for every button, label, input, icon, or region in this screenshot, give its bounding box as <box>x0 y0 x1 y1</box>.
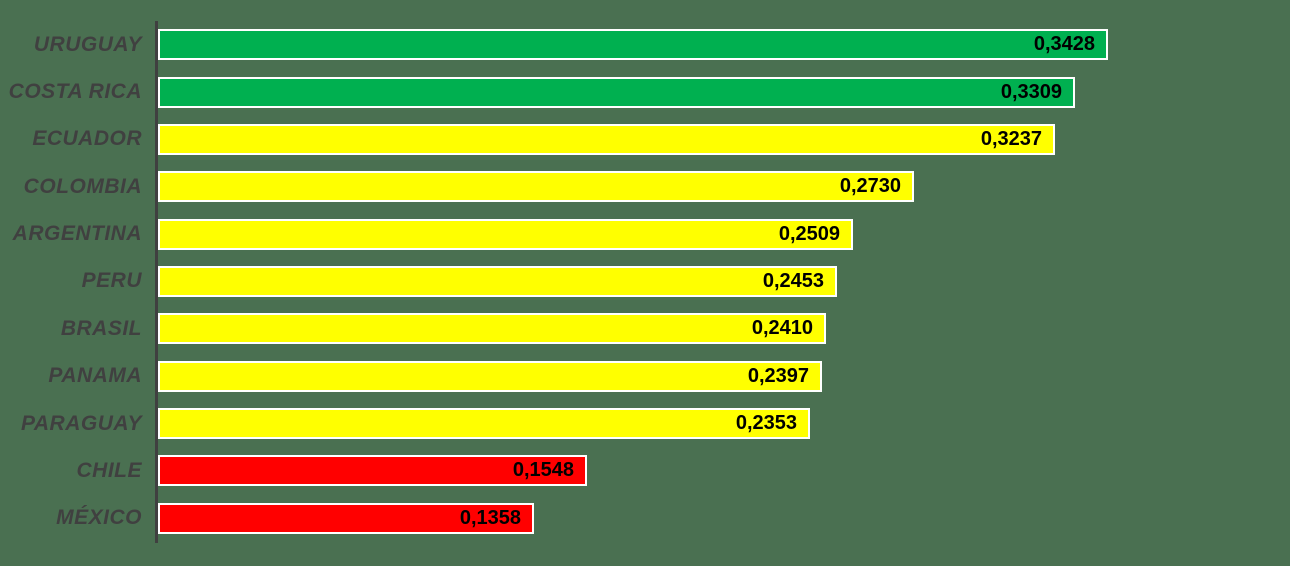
bar-row: ARGENTINA 0,2509 <box>0 210 1290 257</box>
value-label: 0,2397 <box>747 364 809 387</box>
value-label: 0,2353 <box>735 412 797 435</box>
bar-row: PARAGUAY 0,2353 <box>0 400 1290 447</box>
bar-row: PANAMA 0,2397 <box>0 353 1290 400</box>
category-label: PANAMA <box>48 364 142 388</box>
bar: 0,3237 <box>158 123 1055 155</box>
bar: 0,2453 <box>158 265 837 297</box>
bar: 0,2730 <box>158 171 914 203</box>
bar-row: URUGUAY 0,3428 <box>0 21 1290 68</box>
value-label: 0,2410 <box>751 317 813 340</box>
category-label: URUGUAY <box>33 32 142 56</box>
category-label: COSTA RICA <box>8 80 142 104</box>
bar: 0,3309 <box>158 76 1075 108</box>
bar-row: PERU 0,2453 <box>0 258 1290 305</box>
bar: 0,1548 <box>158 455 587 487</box>
category-label: COLOMBIA <box>23 174 142 198</box>
bar: 0,2509 <box>158 218 853 250</box>
value-label: 0,3237 <box>980 127 1042 150</box>
category-label: PERU <box>81 269 142 293</box>
category-label: MÉXICO <box>56 506 142 530</box>
value-label: 0,2509 <box>778 222 840 245</box>
value-label: 0,3428 <box>1033 33 1095 56</box>
bar-row: BRASIL 0,2410 <box>0 305 1290 352</box>
bar-row: COLOMBIA 0,2730 <box>0 163 1290 210</box>
category-label: PARAGUAY <box>20 411 142 435</box>
bar-row: COSTA RICA 0,3309 <box>0 68 1290 115</box>
bar: 0,2397 <box>158 360 822 392</box>
category-label: ECUADOR <box>32 127 142 151</box>
category-label: BRASIL <box>60 316 142 340</box>
bar-row: ECUADOR 0,3237 <box>0 116 1290 163</box>
bar: 0,3428 <box>158 29 1108 61</box>
bar: 0,2353 <box>158 408 810 440</box>
y-axis-line <box>155 21 158 543</box>
value-label: 0,3309 <box>1000 80 1062 103</box>
category-label: CHILE <box>76 458 142 482</box>
bar-rows: URUGUAY 0,3428 COSTA RICA 0,3309 ECUADOR… <box>0 21 1290 542</box>
category-label: ARGENTINA <box>12 222 142 246</box>
value-label: 0,2730 <box>839 175 901 198</box>
value-label: 0,2453 <box>762 269 824 292</box>
bar: 0,2410 <box>158 313 826 345</box>
bar: 0,1358 <box>158 502 534 534</box>
value-label: 0,1548 <box>512 459 574 482</box>
bar-row: MÉXICO 0,1358 <box>0 495 1290 542</box>
value-label: 0,1358 <box>459 506 521 529</box>
bar-row: CHILE 0,1548 <box>0 447 1290 494</box>
